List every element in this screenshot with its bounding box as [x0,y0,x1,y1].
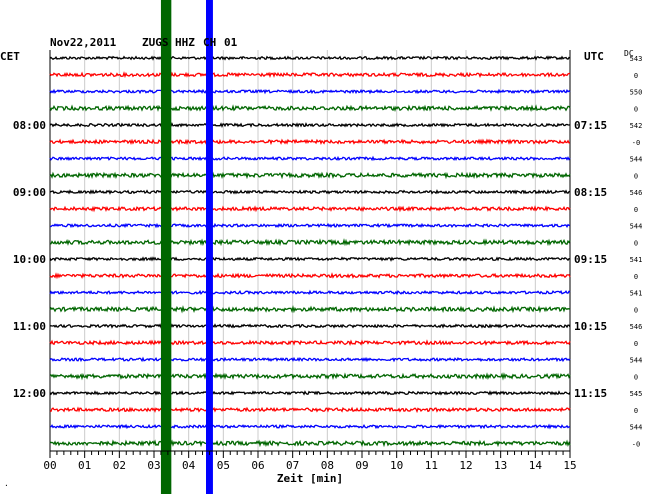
dc-value: 542 [630,122,643,130]
dc-value: 0 [634,373,638,381]
left-time-label: 11:00 [13,320,46,333]
dc-value: -0 [632,139,640,147]
dc-value: 544 [630,156,643,164]
trace-line [49,155,571,162]
x-axis-label: Zeit [min] [277,472,343,485]
trace-line [49,104,571,112]
x-tick-label: 04 [182,459,196,472]
dc-value: 0 [634,340,638,348]
right-time-label: 08:15 [574,186,607,199]
trace-line [49,406,571,414]
x-axis: 00 01 02 03 04 05 06 07 08 09 10 11 12 13 14 15 [43,450,577,472]
dc-value: 546 [630,189,643,197]
dc-value: 0 [634,206,638,214]
trace-line [49,122,571,128]
trace-line [49,138,571,146]
trace-line [49,439,571,448]
trace-line [49,304,571,314]
header-location: 01 [224,36,238,49]
x-tick-label: 05 [217,459,230,472]
dc-label: DC [624,49,634,58]
dc-value: 0 [634,273,638,281]
trace-line [49,390,571,396]
trace-line [49,222,571,229]
trace-line [49,356,571,363]
footer-mark: · [4,481,9,490]
grid [49,50,571,451]
dc-value: 544 [630,424,643,432]
x-tick-label: 13 [494,459,507,472]
dc-value: 546 [630,323,643,331]
right-timezone-label: UTC [584,50,604,63]
trace-line [49,256,571,262]
dc-value: 541 [630,290,643,298]
x-tick-label: 01 [78,459,91,472]
x-tick-label: 10 [390,459,403,472]
x-tick-label: 14 [529,459,543,472]
trace-line [49,323,571,329]
right-time-labels: 07:15 08:15 09:15 10:15 11:15 [574,119,607,400]
trace-line [49,71,571,79]
left-time-labels: 08:00 09:00 10:00 11:00 12:00 [13,119,46,400]
events [160,0,213,494]
header-channel: HHZ [175,36,195,49]
right-time-label: 07:15 [574,119,607,132]
header-date: Nov22,2011 [50,36,117,49]
left-timezone-label: CET [0,50,20,63]
trace-line [49,189,571,195]
header: Nov22,2011 ZUGS HHZ CH 01 [50,36,238,49]
event-band [206,0,213,494]
dc-value: 0 [634,72,638,80]
dc-value: 541 [630,256,643,264]
dc-value: 0 [634,306,638,314]
dc-value: 550 [630,89,643,97]
trace-line [49,272,571,280]
dc-value-labels: 543 0 550 0 542 -0 544 0 546 0 544 0 541 0 541 0 546 0 544… [630,55,643,448]
x-tick-label: 02 [113,459,126,472]
trace-line [49,372,571,381]
trace-line [49,55,571,61]
dc-value: 0 [634,239,638,247]
trace-line [49,339,571,347]
trace-line [49,289,571,296]
dc-value: 0 [634,407,638,415]
x-tick-label: 08 [321,459,334,472]
x-tick-label: 07 [286,459,299,472]
header-station: ZUGS [142,36,169,49]
dc-value: 544 [630,357,643,365]
right-time-label: 11:15 [574,387,607,400]
x-tick-label: 15 [563,459,576,472]
x-tick-label: 12 [459,459,472,472]
x-tick-label: 00 [43,459,56,472]
x-tick-label: 03 [147,459,160,472]
trace-line [49,423,571,430]
x-tick-label: 09 [355,459,368,472]
right-time-label: 09:15 [574,253,607,266]
trace-line [49,205,571,213]
dc-value: 0 [634,172,638,180]
trace-line [49,238,571,247]
x-tick-label: 11 [425,459,438,472]
left-time-label: 08:00 [13,119,46,132]
traces [49,55,571,448]
left-time-label: 10:00 [13,253,46,266]
dc-value: 0 [634,105,638,113]
trace-line [49,88,571,95]
dc-value: -0 [632,440,640,448]
dc-value: 544 [630,223,643,231]
dc-value: 545 [630,390,643,398]
left-time-label: 12:00 [13,387,46,400]
trace-line [49,171,571,180]
x-tick-label: 06 [251,459,264,472]
right-time-label: 10:15 [574,320,607,333]
header-network: CH [203,36,216,49]
event-band [160,0,172,494]
left-time-label: 09:00 [13,186,46,199]
dc-value: 543 [630,55,643,63]
